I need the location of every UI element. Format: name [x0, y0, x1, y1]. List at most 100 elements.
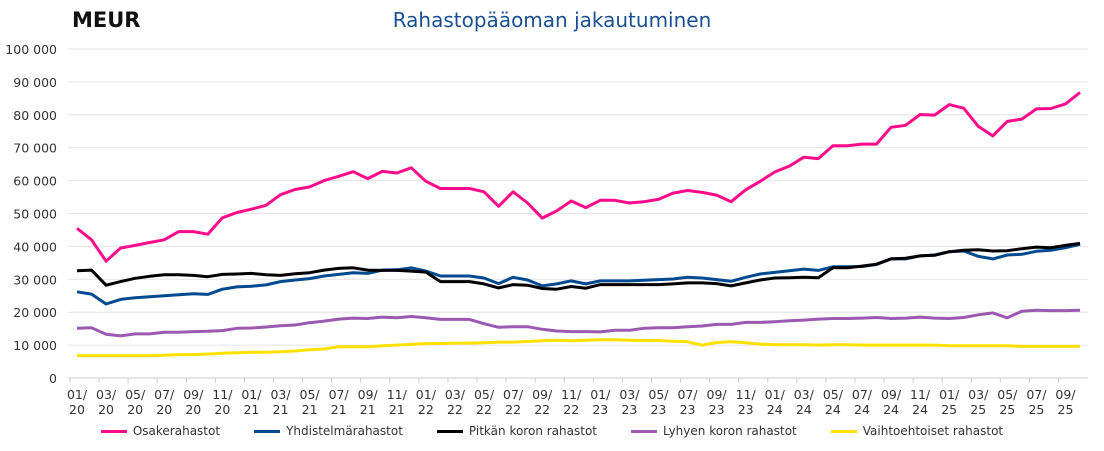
x-tick-label-year: 25: [970, 402, 986, 417]
y-tick-label: 30 000: [13, 272, 57, 287]
x-tick-label-month: 11/: [736, 387, 757, 402]
x-tick-label-month: 03/: [96, 387, 117, 402]
x-tick-label-year: 22: [476, 402, 492, 417]
x-tick-label-year: 20: [185, 402, 201, 417]
x-tick-label-month: 01/: [416, 387, 437, 402]
legend-label: Pitkän koron rahastot: [468, 424, 597, 438]
x-tick-label-year: 23: [621, 402, 637, 417]
x-tick-label-month: 09/: [1055, 387, 1076, 402]
x-tick-label-year: 25: [1058, 402, 1074, 417]
x-tick-label-month: 07/: [503, 387, 524, 402]
x-tick-label-month: 01/: [590, 387, 611, 402]
x-tick-label-month: 09/: [183, 387, 204, 402]
series-line-3: [76, 308, 1081, 338]
x-tick-label-year: 20: [156, 402, 172, 417]
y-tick-label: 40 000: [13, 239, 57, 254]
legend-label: Yhdistelmärahastot: [286, 424, 403, 438]
y-tick-label: 90 000: [13, 75, 57, 90]
x-tick-label-year: 21: [273, 402, 289, 417]
legend: Osakerahastot Yhdistelmärahastot Pitkän ko…: [0, 424, 1104, 438]
y-tick-label: 80 000: [13, 108, 57, 123]
legend-swatch: [254, 429, 281, 433]
x-tick-label-year: 20: [69, 402, 85, 417]
x-tick-label-month: 07/: [329, 387, 350, 402]
x-tick-label-month: 11/: [212, 387, 233, 402]
legend-item: Pitkän koron rahastot: [436, 424, 597, 438]
legend-swatch: [830, 429, 857, 433]
x-tick-label-year: 22: [505, 402, 521, 417]
legend-item: Yhdistelmärahastot: [254, 424, 403, 438]
x-tick-label-year: 24: [912, 402, 928, 417]
x-tick-label-year: 20: [214, 402, 230, 417]
x-tick-label-month: 11/: [910, 387, 931, 402]
x-tick-label-month: 07/: [852, 387, 873, 402]
x-tick-label-year: 21: [331, 402, 347, 417]
x-tick-label-month: 05/: [648, 387, 669, 402]
legend-label: Vaihtoehtoiset rahastot: [862, 424, 1004, 438]
legend-item: Lyhyen koron rahastot: [631, 424, 797, 438]
legend-swatch: [100, 429, 127, 433]
series-line-0: [76, 91, 1081, 263]
x-tick-label-month: 09/: [707, 387, 728, 402]
x-tick-label-year: 24: [796, 402, 812, 417]
legend-swatch: [436, 429, 463, 433]
legend-item: Vaihtoehtoiset rahastot: [830, 424, 1004, 438]
x-tick-label-month: 05/: [823, 387, 844, 402]
x-tick-label-year: 20: [98, 402, 114, 417]
x-tick-label-month: 05/: [997, 387, 1018, 402]
x-tick-label-month: 07/: [1026, 387, 1047, 402]
x-tick-label-month: 05/: [300, 387, 321, 402]
x-tick-label-month: 09/: [532, 387, 553, 402]
y-tick-label: 70 000: [13, 141, 57, 156]
x-tick-label-year: 22: [447, 402, 463, 417]
x-tick-label-year: 22: [534, 402, 550, 417]
y-tick-label: 20 000: [13, 305, 57, 320]
chart-title: Rahastopääoman jakautuminen: [392, 8, 712, 32]
x-tick-label-year: 23: [650, 402, 666, 417]
legend-item: Osakerahastot: [100, 424, 221, 438]
x-tick-label-year: 24: [854, 402, 870, 417]
x-tick-label-year: 23: [592, 402, 608, 417]
x-tick-label-month: 03/: [619, 387, 640, 402]
x-tick-label-year: 21: [389, 402, 405, 417]
x-tick-label-year: 24: [825, 402, 841, 417]
x-tick-label-year: 21: [302, 402, 318, 417]
x-tick-label-year: 23: [709, 402, 725, 417]
x-tick-label-year: 20: [127, 402, 143, 417]
x-tick-label-month: 07/: [154, 387, 175, 402]
x-tick-label-month: 03/: [270, 387, 291, 402]
x-tick-label-year: 24: [767, 402, 783, 417]
x-tick-label-month: 09/: [358, 387, 379, 402]
x-tick-label-month: 09/: [881, 387, 902, 402]
x-tick-label-month: 11/: [561, 387, 582, 402]
x-tick-label-month: 07/: [677, 387, 698, 402]
x-tick-label-month: 01/: [67, 387, 88, 402]
x-tick-label-month: 03/: [445, 387, 466, 402]
x-tick-label-year: 25: [941, 402, 957, 417]
x-tick-label-month: 05/: [125, 387, 146, 402]
x-tick-label-month: 03/: [968, 387, 989, 402]
x-tick-label-month: 11/: [387, 387, 408, 402]
x-tick-label-month: 05/: [474, 387, 495, 402]
y-tick-label: 0: [49, 371, 57, 386]
legend-label: Osakerahastot: [132, 424, 221, 438]
x-tick-label-year: 23: [738, 402, 754, 417]
x-tick-label-year: 24: [883, 402, 899, 417]
x-tick-label-year: 25: [1028, 402, 1044, 417]
x-tick-label-year: 22: [418, 402, 434, 417]
y-tick-label: 50 000: [13, 207, 57, 222]
legend-swatch: [631, 429, 657, 433]
x-tick-label-year: 21: [360, 402, 376, 417]
x-tick-label-month: 01/: [765, 387, 786, 402]
y-tick-label: 60 000: [13, 174, 57, 189]
y-tick-label: 100 000: [5, 42, 57, 57]
x-tick-label-month: 03/: [794, 387, 815, 402]
y-tick-label: 10 000: [13, 338, 57, 353]
x-tick-label-year: 23: [680, 402, 696, 417]
x-tick-label-year: 22: [563, 402, 579, 417]
series-line-4: [77, 338, 1080, 358]
series-line-2: [76, 241, 1081, 291]
x-tick-label-year: 25: [999, 402, 1015, 417]
